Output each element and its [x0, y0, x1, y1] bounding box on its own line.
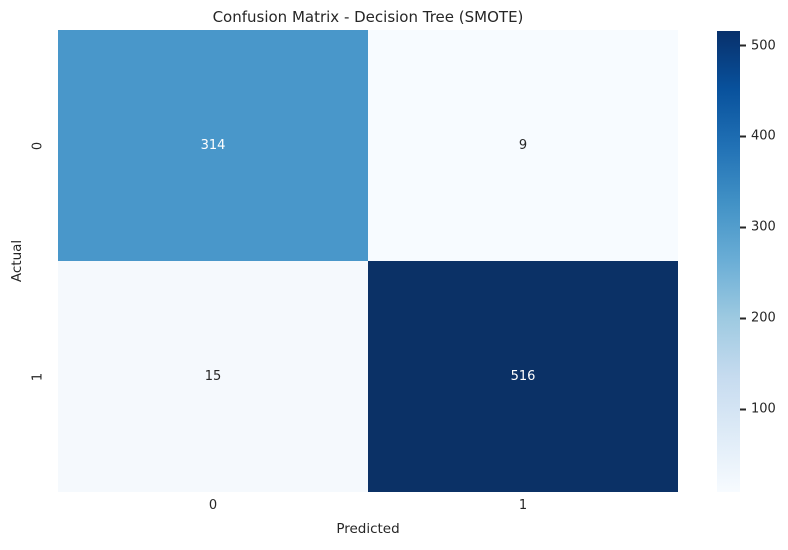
colorbar-tick-label: 400	[751, 128, 776, 144]
heatmap-cell-0-1: 9	[368, 30, 678, 261]
heatmap-cell-0-0: 314	[58, 30, 368, 261]
colorbar-tick-400: 400	[740, 129, 776, 144]
x-tick-label-0: 0	[208, 498, 218, 513]
x-axis-label: Predicted	[336, 521, 400, 537]
y-axis-label: Actual	[9, 239, 25, 283]
colorbar-tick-mark	[740, 135, 746, 138]
colorbar-tick-label: 300	[751, 219, 776, 235]
colorbar-tick-mark	[740, 226, 746, 229]
colorbar-tick-300: 300	[740, 220, 776, 235]
heatmap-cell-1-1: 516	[368, 261, 678, 492]
colorbar-tick-mark	[740, 44, 746, 47]
chart-title: Confusion Matrix - Decision Tree (SMOTE)	[212, 8, 524, 26]
colorbar-tick-label: 100	[751, 401, 776, 417]
y-tick-label-1: 1	[30, 372, 46, 381]
x-tick-label-1: 1	[518, 498, 528, 513]
colorbar-tick-200: 200	[740, 311, 776, 326]
y-tick-label-0: 0	[30, 141, 46, 150]
colorbar-tick-100: 100	[740, 402, 776, 417]
colorbar-tick-label: 200	[751, 310, 776, 326]
heatmap-cell-1-0: 15	[58, 261, 368, 492]
colorbar-tick-mark	[740, 317, 746, 320]
heatmap: 314 9 15 516	[58, 30, 678, 492]
colorbar: 100 200 300 400 500	[717, 31, 776, 492]
colorbar-tick-500: 500	[740, 38, 776, 53]
colorbar-tick-mark	[740, 408, 746, 411]
colorbar-tick-label: 500	[751, 38, 776, 54]
